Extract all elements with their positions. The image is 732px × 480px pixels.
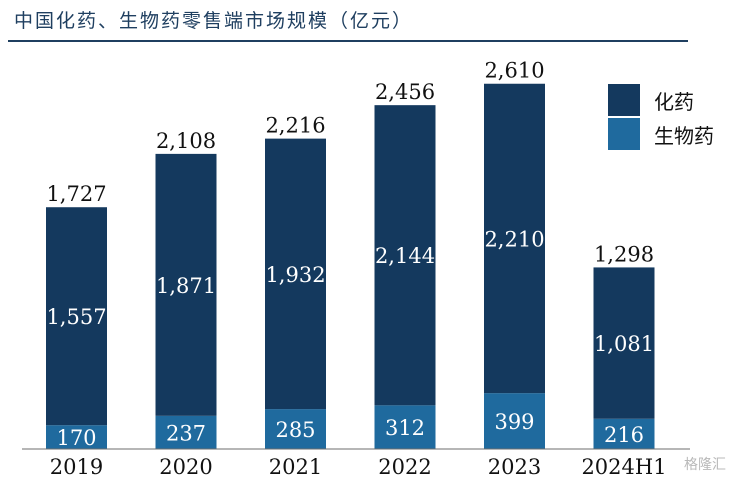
bar-bio-2023 (484, 393, 545, 449)
total-label-2020: 2,108 (156, 129, 216, 153)
bar-bio-2020 (155, 415, 217, 449)
x-tick-label-2020: 2020 (159, 455, 212, 479)
bars-group (46, 83, 655, 449)
value-label-bio-2023: 399 (494, 410, 534, 434)
value-label-chemical-2024H1: 1,081 (594, 332, 654, 356)
bar-chemical-2022 (374, 105, 436, 406)
x-tick-label-2022: 2022 (378, 455, 431, 479)
title-underline (8, 40, 688, 42)
value-label-chemical-2021: 1,932 (265, 263, 325, 287)
chart-title: 中国化药、生物药零售端市场规模（亿元） (14, 10, 414, 32)
value-label-bio-2020: 237 (166, 421, 206, 445)
bar-bio-2021 (265, 409, 326, 449)
bar-bio-2024H1 (593, 418, 655, 449)
bar-chemical-2019 (46, 207, 107, 426)
watermark-logo: 格隆汇 (684, 457, 726, 473)
x-tick-label-2023: 2023 (488, 455, 541, 479)
total-label-2019: 1,727 (46, 182, 106, 206)
total-label-2022: 2,456 (375, 80, 435, 104)
labels-group: 170 1,557 1,727 2019 237 1,871 2,108 2020 285 1,9… (46, 59, 666, 479)
bar-chemical-2024H1 (593, 267, 655, 419)
total-label-2024H1: 1,298 (594, 242, 654, 266)
bar-bio-2019 (46, 425, 107, 449)
legend-swatch-chemical (608, 84, 640, 116)
bar-bio-2022 (374, 405, 436, 449)
total-label-2021: 2,216 (265, 114, 325, 138)
legend-item-bio: 生物药 (608, 118, 714, 150)
value-label-bio-2021: 285 (275, 418, 315, 442)
legend-item-chemical: 化药 (608, 84, 694, 116)
x-tick-label-2021: 2021 (269, 455, 322, 479)
bar-chemical-2023 (484, 83, 545, 394)
x-tick-label-2019: 2019 (50, 455, 103, 479)
value-label-bio-2022: 312 (385, 416, 425, 440)
bar-chemical-2020 (155, 153, 217, 416)
legend-swatch-bio (608, 118, 640, 150)
value-label-chemical-2020: 1,871 (156, 274, 216, 298)
total-label-2023: 2,610 (484, 59, 544, 83)
value-label-chemical-2023: 2,210 (484, 227, 544, 251)
value-label-bio-2024H1: 216 (604, 423, 644, 447)
value-label-chemical-2022: 2,144 (375, 244, 435, 268)
value-label-chemical-2019: 1,557 (46, 305, 106, 329)
legend-label-chemical: 化药 (654, 89, 694, 114)
value-label-bio-2019: 170 (56, 426, 96, 450)
x-tick-label-2024H1: 2024H1 (581, 455, 666, 479)
bar-chemical-2021 (265, 138, 326, 410)
legend-label-bio: 生物药 (654, 123, 714, 148)
